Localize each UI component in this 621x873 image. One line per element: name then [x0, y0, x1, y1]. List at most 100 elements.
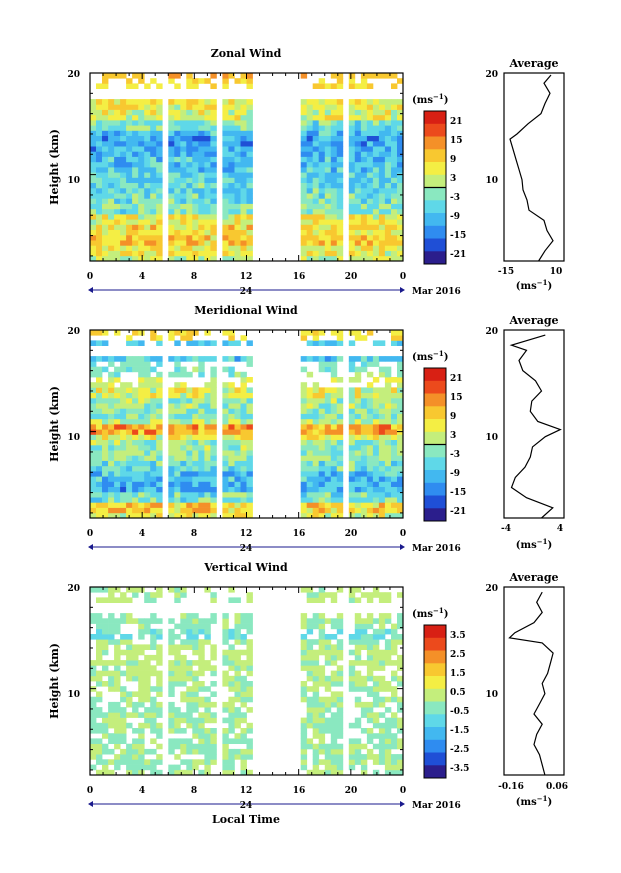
heatmap-cell: [366, 330, 374, 336]
heatmap-cell: [384, 618, 392, 624]
heatmap-cell: [156, 146, 163, 152]
heatmap-cell: [240, 219, 247, 225]
heatmap-cell: [372, 156, 380, 163]
heatmap-cell: [378, 109, 386, 116]
heatmap-cell: [222, 738, 229, 744]
heatmap-cell: [114, 255, 121, 261]
heatmap-cell: [120, 759, 127, 765]
heatmap-cell: [384, 769, 392, 775]
colorbar-tick: -9: [450, 469, 460, 479]
heatmap-cell: [150, 644, 157, 650]
heatmap-cell: [228, 99, 235, 105]
heatmap-cell: [384, 717, 392, 724]
heatmap-cell: [360, 507, 368, 514]
heatmap-cell: [96, 408, 103, 414]
heatmap-cell: [300, 125, 308, 131]
heatmap-cell: [198, 769, 205, 775]
heatmap-cell: [222, 397, 229, 404]
heatmap-cell: [354, 587, 362, 593]
heatmap-cell: [240, 99, 247, 105]
heatmap-cell: [138, 728, 145, 734]
heatmap-cell: [354, 738, 362, 744]
heatmap-cell: [144, 392, 151, 399]
heatmap-cell: [348, 356, 356, 362]
colorbar-swatch: [424, 663, 446, 677]
heatmap-cell: [228, 634, 235, 640]
heatmap-cell: [180, 587, 187, 593]
heatmap-cell: [156, 371, 163, 378]
heatmap-cell: [144, 439, 151, 446]
heatmap-cell: [318, 722, 326, 729]
panel-meridional: Meridional Wind 20 10 Height (km) 0 4 8 …: [48, 304, 565, 554]
heatmap-cell: [198, 114, 205, 121]
heatmap-cell: [246, 769, 253, 775]
heatmap-cell: [234, 408, 241, 414]
heatmap-cell: [360, 418, 368, 425]
heatmap-cell: [372, 187, 380, 194]
heatmap-cell: [391, 439, 398, 446]
heatmap-cell: [306, 161, 314, 168]
heatmap-cell: [138, 413, 145, 420]
heatmap-cell: [138, 340, 145, 346]
heatmap-cell: [318, 665, 326, 671]
heatmap-cell: [234, 696, 241, 703]
heatmap-cell: [354, 83, 362, 89]
heatmap-cell: [234, 130, 241, 136]
heatmap-cell: [234, 245, 241, 251]
heatmap-cell: [156, 250, 163, 257]
heatmap-cell: [108, 455, 115, 461]
heatmap-cell: [312, 182, 320, 189]
heatmap-cell: [330, 434, 338, 440]
heatmap-cell: [300, 387, 308, 393]
heatmap-cell: [397, 167, 403, 173]
heatmap-cell: [312, 748, 320, 755]
heatmap-cell: [240, 245, 247, 251]
heatmap-cell: [180, 439, 187, 446]
heatmap-cell: [150, 203, 157, 210]
heatmap-cell: [330, 83, 338, 89]
heatmap-cell: [312, 471, 320, 477]
heatmap-cell: [156, 377, 163, 383]
heatmap-cell: [312, 335, 320, 341]
heatmap-cell: [222, 234, 229, 241]
heatmap-cell: [96, 681, 103, 687]
heatmap-cell: [108, 733, 115, 739]
heatmap-cell: [384, 597, 392, 603]
heatmap-cell: [96, 120, 103, 126]
heatmap-cell: [306, 413, 314, 420]
heatmap-cell: [372, 733, 380, 739]
heatmap-cell: [156, 172, 163, 178]
heatmap-cell: [366, 177, 374, 183]
heatmap-cell: [132, 397, 139, 404]
heatmap-cell: [336, 224, 344, 230]
heatmap-cell: [120, 177, 127, 183]
heatmap-cell: [174, 392, 181, 399]
heatmap-cell: [174, 439, 181, 446]
heatmap-cell: [96, 193, 103, 199]
heatmap-cell: [391, 109, 398, 116]
heatmap-cell: [384, 728, 392, 734]
heatmap-cell: [366, 208, 374, 215]
heatmap-cell: [204, 99, 211, 105]
heatmap-cell: [391, 418, 398, 425]
heatmap-cell: [354, 167, 362, 173]
heatmap-cell: [348, 408, 356, 414]
heatmap-cell: [336, 156, 344, 163]
average-profile-panel: Average 20 10 -0.16 0.06 (ms−1): [485, 571, 567, 808]
y-axis-label: Height (km): [48, 643, 61, 719]
heatmap-cell: [120, 460, 127, 467]
heatmap-cell: [120, 418, 127, 425]
heatmap-cell: [240, 382, 247, 388]
heatmap-cell: [300, 502, 308, 508]
heatmap-cell: [204, 754, 211, 760]
heatmap-cell: [108, 634, 115, 640]
heatmap-cell: [126, 434, 133, 440]
heatmap-cell: [192, 187, 199, 194]
heatmap-cell: [312, 691, 320, 697]
heatmap-cell: [384, 120, 392, 126]
heatmap-cell: [174, 371, 181, 378]
heatmap-cell: [144, 597, 151, 603]
heatmap-cell: [126, 172, 133, 178]
heatmap-cell: [222, 120, 229, 126]
colorbar-tick: 21: [450, 374, 463, 384]
